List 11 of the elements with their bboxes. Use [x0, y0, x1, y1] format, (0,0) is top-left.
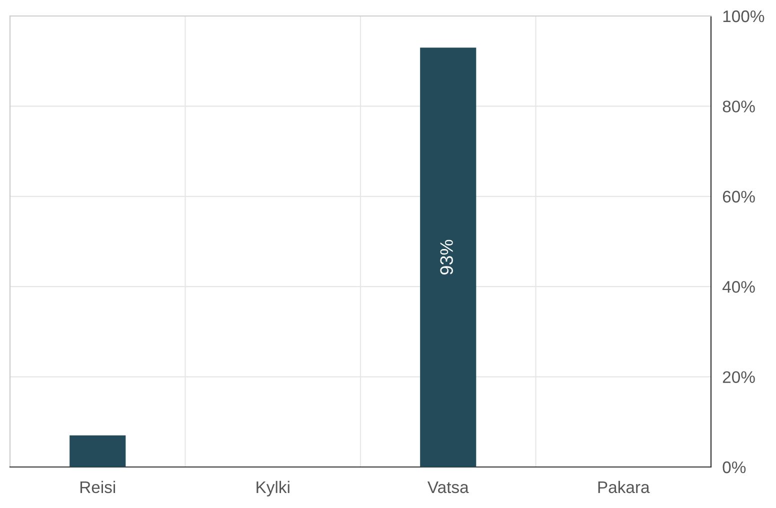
y-tick-label: 0%	[722, 461, 746, 474]
y-tick-label: 40%	[722, 281, 755, 293]
x-tick-label: Pakara	[598, 480, 650, 494]
x-tick-label: Kylki	[256, 480, 290, 496]
y-tick-label: 20%	[722, 371, 755, 384]
y-tick-label: 100%	[723, 10, 764, 22]
x-tick-label: Reisi	[80, 480, 116, 494]
y-tick-label: 60%	[722, 190, 755, 203]
data-label: 93%	[440, 240, 453, 275]
x-tick-label: Vatsa	[428, 482, 469, 494]
y-tick-label: 80%	[722, 100, 755, 112]
